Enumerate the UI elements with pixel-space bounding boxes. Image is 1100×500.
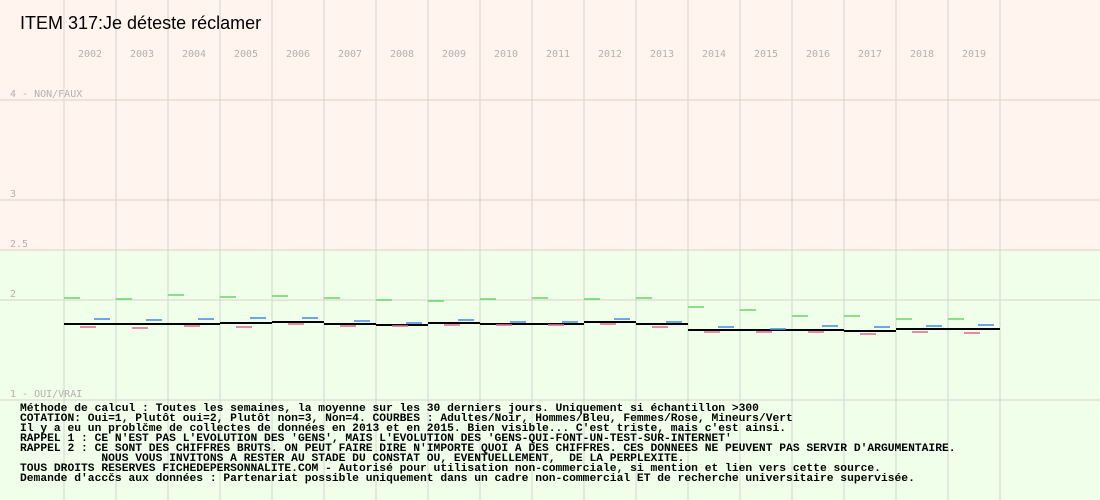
x-tick-label: 2003	[130, 49, 154, 60]
x-tick-label: 2005	[234, 49, 258, 60]
x-tick-label: 2013	[650, 49, 674, 60]
y-tick-label: 4 - NON/FAUX	[10, 89, 82, 100]
upper-zone	[0, 0, 1100, 250]
x-tick-label: 2008	[390, 49, 414, 60]
x-tick-label: 2015	[754, 49, 778, 60]
x-tick-label: 2012	[598, 49, 622, 60]
lower-zone	[0, 250, 1100, 500]
y-tick-label: 2.5	[10, 239, 28, 250]
x-tick-label: 2011	[546, 49, 570, 60]
note-line: COTATION: Oui=1, Plutôt oui=2, Plutôt no…	[20, 413, 793, 425]
note-line: NOUS VOUS INVITONS A RESTER AU STADE DU …	[20, 453, 684, 465]
y-tick-label: 3	[10, 189, 16, 200]
x-tick-label: 2006	[286, 49, 310, 60]
note-line: Demande d'accčs aux données : Partenaria…	[20, 473, 915, 485]
y-tick-label: 1 - OUI/VRAI	[10, 389, 82, 400]
x-tick-label: 2019	[962, 49, 986, 60]
x-tick-label: 2002	[78, 49, 102, 60]
x-tick-label: 2004	[182, 49, 206, 60]
note-line: Il y a eu un problčme de collectes de do…	[20, 423, 786, 435]
x-tick-label: 2016	[806, 49, 830, 60]
x-tick-label: 2010	[494, 49, 518, 60]
chart-title: ITEM 317:Je déteste réclamer	[20, 13, 261, 33]
x-tick-label: 2014	[702, 49, 726, 60]
note-line: TOUS DROITS RESERVES FICHEDEPERSONNALITE…	[20, 463, 881, 475]
y-tick-label: 2	[10, 289, 16, 300]
x-tick-label: 2007	[338, 49, 362, 60]
note-line: RAPPEL 2 : CE SONT DES CHIFFRES BRUTS. O…	[20, 443, 956, 455]
note-line: RAPPEL 1 : CE N'EST PAS L'EVOLUTION DES …	[20, 433, 732, 445]
x-tick-label: 2017	[858, 49, 882, 60]
note-line: Méthode de calcul : Toutes les semaines,…	[20, 403, 759, 415]
x-tick-label: 2018	[910, 49, 934, 60]
x-tick-label: 2009	[442, 49, 466, 60]
